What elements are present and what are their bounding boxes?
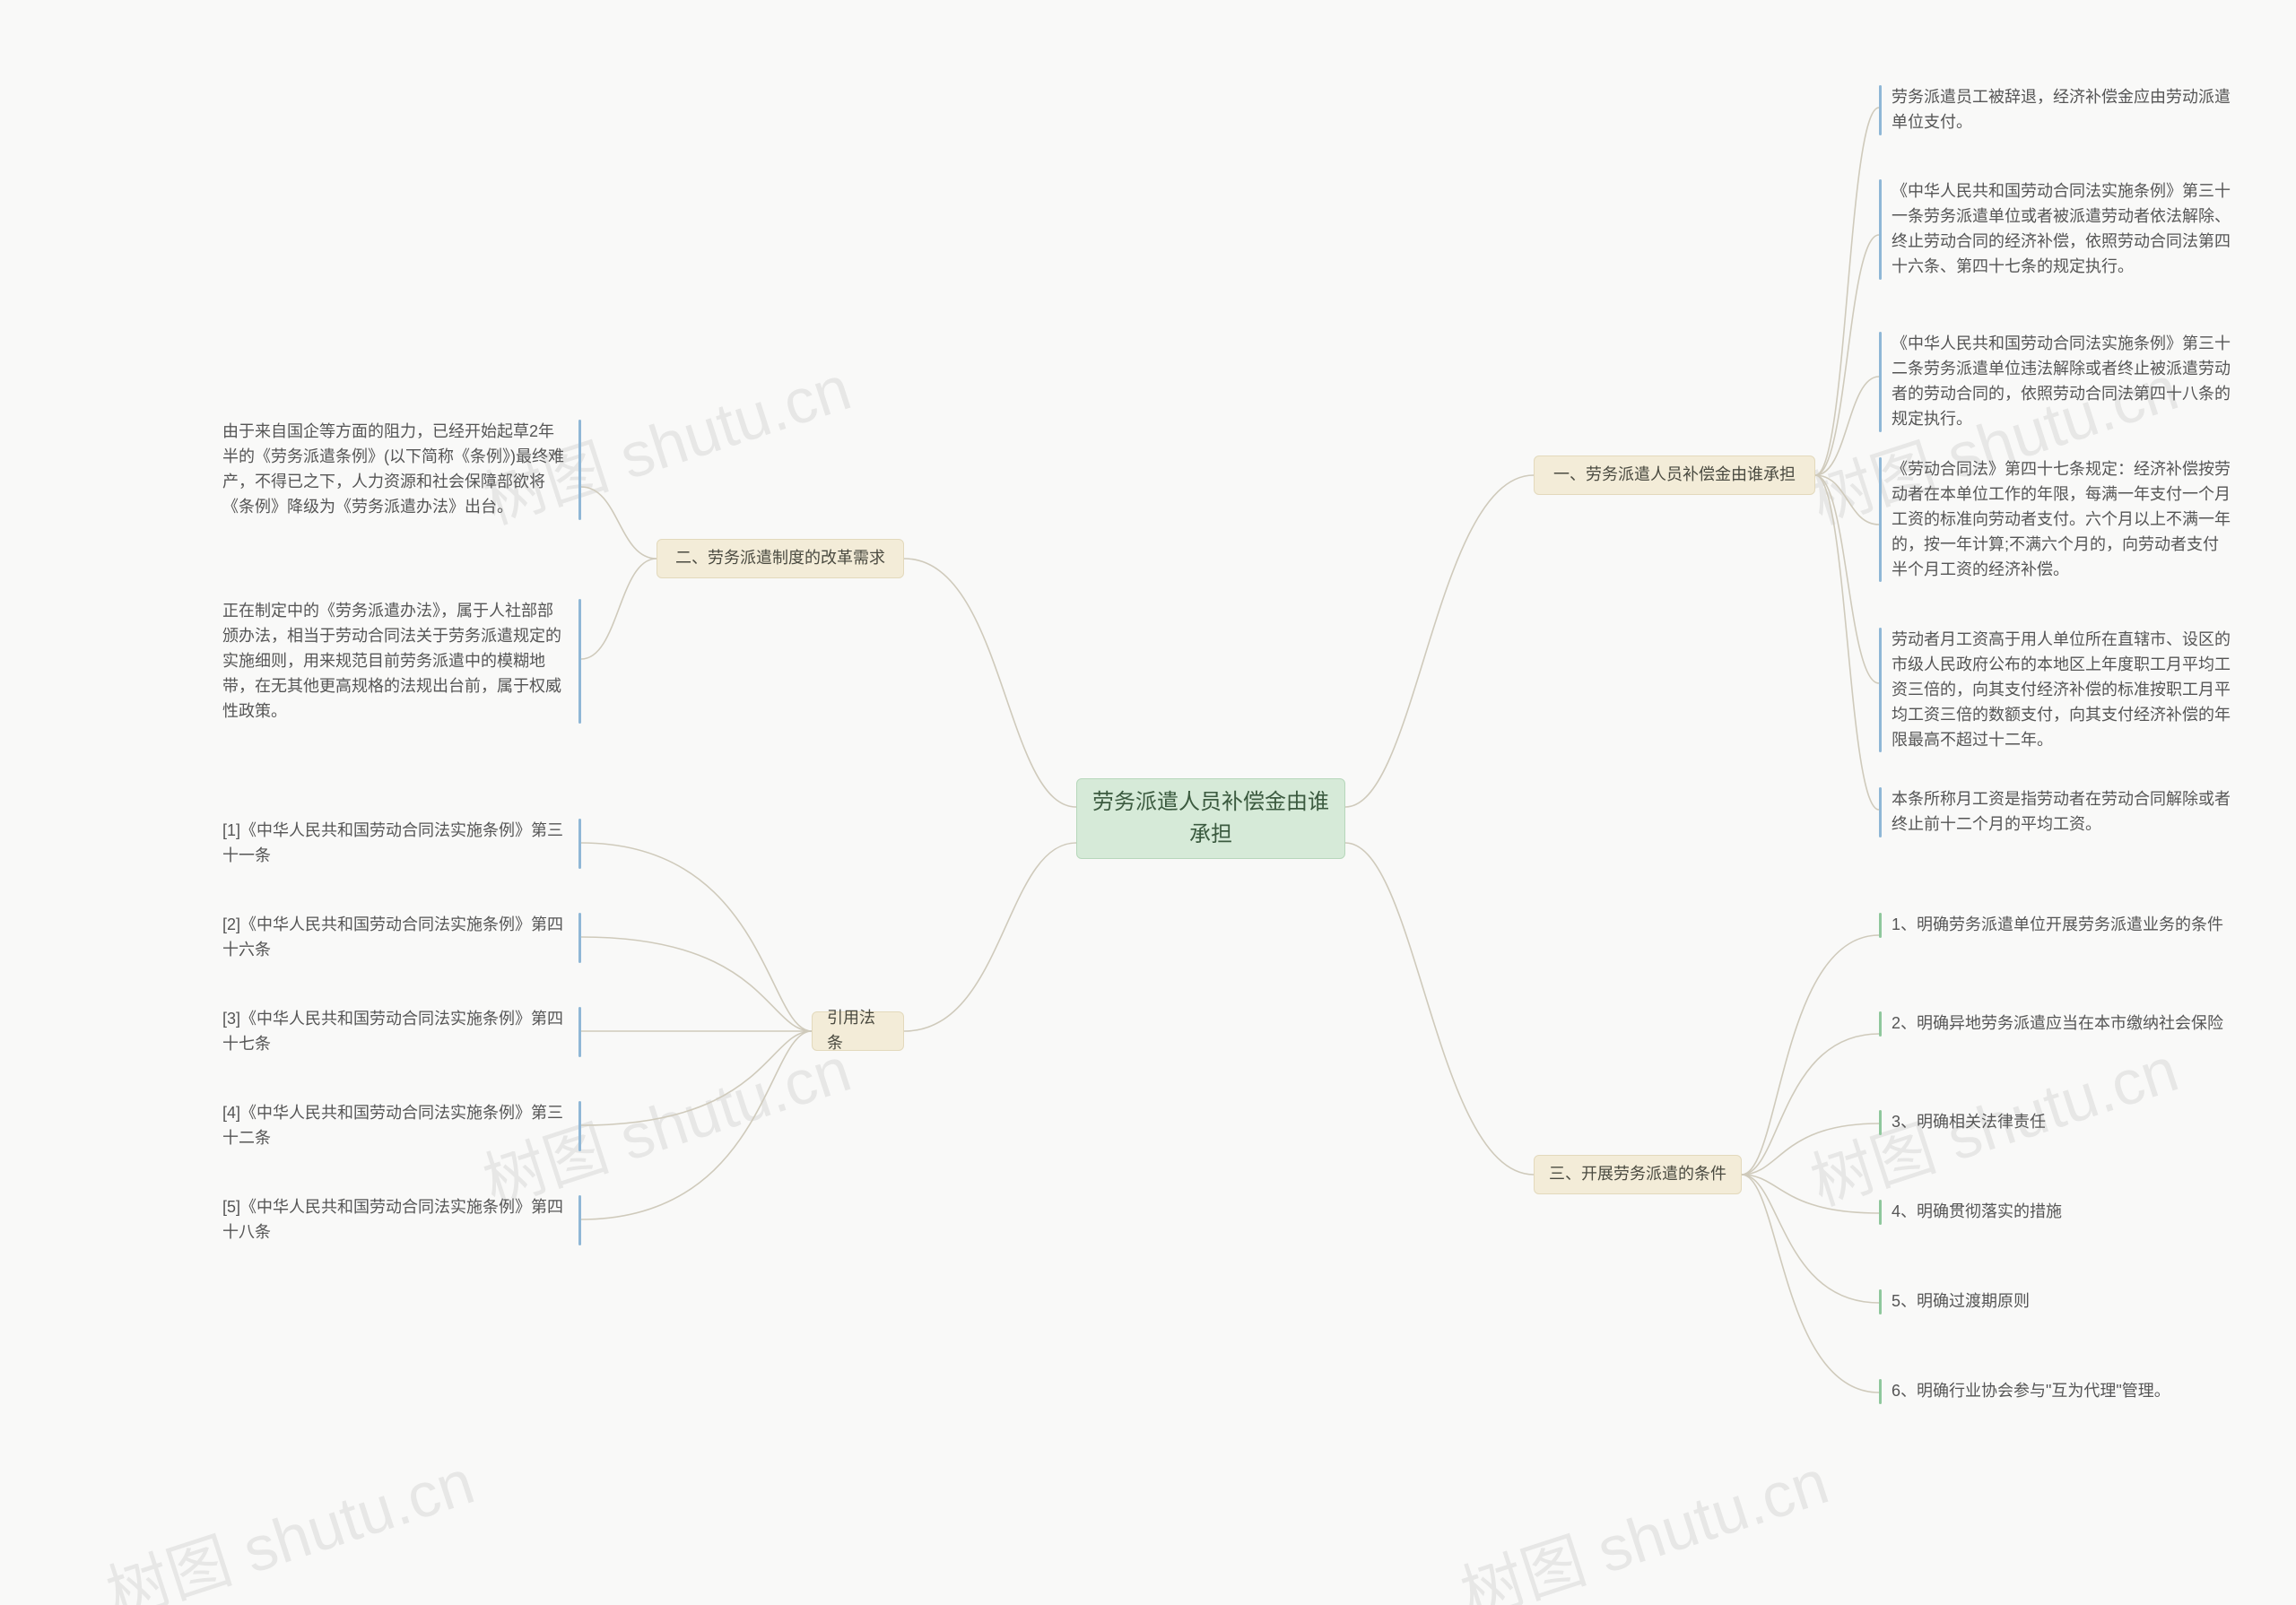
leaf-marker: [578, 420, 581, 520]
leaf-text: 1、明确劳务派遣单位开展劳务派遣业务的条件: [1879, 913, 2233, 938]
branch-left-1[interactable]: 二、劳务派遣制度的改革需求: [657, 539, 904, 578]
leaf-r1-4[interactable]: 劳动者月工资高于用人单位所在直辖市、设区的市级人民政府公布的本地区上年度职工月平…: [1879, 628, 2233, 752]
leaf-text: 6、明确行业协会参与"互为代理"管理。: [1879, 1379, 2233, 1404]
leaf-text: 正在制定中的《劳务派遣办法》，属于人社部部颁办法，相当于劳动合同法关于劳务派遣规…: [222, 599, 581, 724]
leaf-text: 4、明确贯彻落实的措施: [1879, 1200, 2233, 1225]
leaf-marker: [1879, 1289, 1882, 1314]
leaf-marker: [578, 913, 581, 963]
leaf-text: 3、明确相关法律责任: [1879, 1110, 2233, 1135]
leaf-marker: [1879, 179, 1882, 280]
branch-right-2[interactable]: 三、开展劳务派遣的条件: [1534, 1155, 1742, 1194]
leaf-r1-1[interactable]: 《中华人民共和国劳动合同法实施条例》第三十一条劳务派遣单位或者被派遣劳动者依法解…: [1879, 179, 2233, 280]
leaf-marker: [578, 599, 581, 724]
leaf-l2-0[interactable]: [1]《中华人民共和国劳动合同法实施条例》第三十一条: [222, 819, 581, 869]
leaf-marker: [1879, 1379, 1882, 1404]
leaf-marker: [1879, 913, 1882, 938]
leaf-marker: [578, 1195, 581, 1245]
leaf-text: 《中华人民共和国劳动合同法实施条例》第三十一条劳务派遣单位或者被派遣劳动者依法解…: [1879, 179, 2233, 280]
leaf-text: 2、明确异地劳务派遣应当在本市缴纳社会保险: [1879, 1011, 2233, 1037]
leaf-text: 《劳动合同法》第四十七条规定：经济补偿按劳动者在本单位工作的年限，每满一年支付一…: [1879, 457, 2233, 582]
leaf-r2-1[interactable]: 2、明确异地劳务派遣应当在本市缴纳社会保险: [1879, 1011, 2233, 1037]
leaf-l2-4[interactable]: [5]《中华人民共和国劳动合同法实施条例》第四十八条: [222, 1195, 581, 1245]
leaf-text: 由于来自国企等方面的阻力，已经开始起草2年半的《劳务派遣条例》(以下简称《条例》…: [222, 420, 581, 520]
leaf-text: [4]《中华人民共和国劳动合同法实施条例》第三十二条: [222, 1101, 581, 1151]
leaf-text: [3]《中华人民共和国劳动合同法实施条例》第四十七条: [222, 1007, 581, 1057]
branch-label: 二、劳务派遣制度的改革需求: [675, 546, 885, 571]
leaf-l2-1[interactable]: [2]《中华人民共和国劳动合同法实施条例》第四十六条: [222, 913, 581, 963]
leaf-text: 5、明确过渡期原则: [1879, 1289, 2233, 1314]
leaf-marker: [1879, 85, 1882, 135]
leaf-l2-2[interactable]: [3]《中华人民共和国劳动合同法实施条例》第四十七条: [222, 1007, 581, 1057]
leaf-l1-0[interactable]: 由于来自国企等方面的阻力，已经开始起草2年半的《劳务派遣条例》(以下简称《条例》…: [222, 420, 581, 520]
leaf-l2-3[interactable]: [4]《中华人民共和国劳动合同法实施条例》第三十二条: [222, 1101, 581, 1151]
leaf-l1-1[interactable]: 正在制定中的《劳务派遣办法》，属于人社部部颁办法，相当于劳动合同法关于劳务派遣规…: [222, 599, 581, 724]
leaf-text: [2]《中华人民共和国劳动合同法实施条例》第四十六条: [222, 913, 581, 963]
watermark: 树图 shutu.cn: [1448, 1432, 1839, 1605]
leaf-r1-0[interactable]: 劳务派遣员工被辞退，经济补偿金应由劳动派遣单位支付。: [1879, 85, 2233, 135]
watermark: 树图 shutu.cn: [94, 1432, 484, 1605]
leaf-marker: [1879, 628, 1882, 752]
leaf-text: [1]《中华人民共和国劳动合同法实施条例》第三十一条: [222, 819, 581, 869]
leaf-text: 劳动者月工资高于用人单位所在直辖市、设区的市级人民政府公布的本地区上年度职工月平…: [1879, 628, 2233, 752]
leaf-r1-3[interactable]: 《劳动合同法》第四十七条规定：经济补偿按劳动者在本单位工作的年限，每满一年支付一…: [1879, 457, 2233, 582]
mindmap-stage: 树图 shutu.cn 树图 shutu.cn 树图 shutu.cn 树图 s…: [0, 0, 2296, 1605]
leaf-marker: [1879, 787, 1882, 837]
branch-right-1[interactable]: 一、劳务派遣人员补偿金由谁承担: [1534, 455, 1815, 495]
leaf-r2-5[interactable]: 6、明确行业协会参与"互为代理"管理。: [1879, 1379, 2233, 1404]
leaf-r2-0[interactable]: 1、明确劳务派遣单位开展劳务派遣业务的条件: [1879, 913, 2233, 938]
leaf-marker: [1879, 332, 1882, 432]
leaf-text: [5]《中华人民共和国劳动合同法实施条例》第四十八条: [222, 1195, 581, 1245]
root-node[interactable]: 劳务派遣人员补偿金由谁承担: [1076, 778, 1345, 859]
leaf-text: 《中华人民共和国劳动合同法实施条例》第三十二条劳务派遣单位违法解除或者终止被派遣…: [1879, 332, 2233, 432]
leaf-r1-5[interactable]: 本条所称月工资是指劳动者在劳动合同解除或者终止前十二个月的平均工资。: [1879, 787, 2233, 837]
leaf-marker: [1879, 1011, 1882, 1037]
leaf-r2-3[interactable]: 4、明确贯彻落实的措施: [1879, 1200, 2233, 1225]
root-label: 劳务派遣人员补偿金由谁承担: [1091, 786, 1330, 851]
branch-label: 一、劳务派遣人员补偿金由谁承担: [1553, 463, 1796, 488]
branch-label: 引用法条: [827, 1006, 889, 1056]
leaf-r2-4[interactable]: 5、明确过渡期原则: [1879, 1289, 2233, 1314]
leaf-marker: [578, 819, 581, 869]
branch-left-2[interactable]: 引用法条: [812, 1011, 904, 1051]
leaf-marker: [1879, 1110, 1882, 1135]
leaf-text: 劳务派遣员工被辞退，经济补偿金应由劳动派遣单位支付。: [1879, 85, 2233, 135]
leaf-marker: [578, 1101, 581, 1151]
leaf-marker: [1879, 457, 1882, 582]
branch-label: 三、开展劳务派遣的条件: [1549, 1162, 1726, 1187]
leaf-marker: [1879, 1200, 1882, 1225]
leaf-text: 本条所称月工资是指劳动者在劳动合同解除或者终止前十二个月的平均工资。: [1879, 787, 2233, 837]
leaf-r1-2[interactable]: 《中华人民共和国劳动合同法实施条例》第三十二条劳务派遣单位违法解除或者终止被派遣…: [1879, 332, 2233, 432]
leaf-marker: [578, 1007, 581, 1057]
leaf-r2-2[interactable]: 3、明确相关法律责任: [1879, 1110, 2233, 1135]
